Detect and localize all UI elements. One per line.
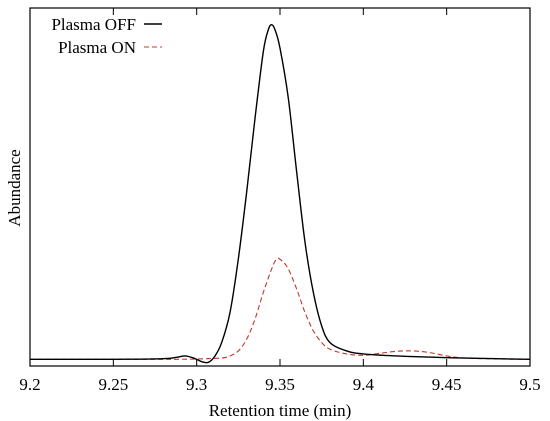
legend: Plasma OFF Plasma ON xyxy=(51,15,162,57)
series-line-plasma-off xyxy=(29,24,531,364)
series-line-plasma-on xyxy=(29,257,531,360)
plot-frame xyxy=(29,7,531,367)
y-axis-title: Abundance xyxy=(5,149,24,226)
x-tick-label-9-4: 9.4 xyxy=(353,375,375,394)
legend-label-plasma-off: Plasma OFF xyxy=(51,15,136,34)
legend-label-plasma-on: Plasma ON xyxy=(58,38,136,57)
x-tick-label-9-35: 9.35 xyxy=(265,375,295,394)
series-layer xyxy=(29,24,531,364)
x-tick-label-9-25: 9.25 xyxy=(98,375,128,394)
x-tick-label-9-2: 9.2 xyxy=(19,375,40,394)
x-tick-label-9-45: 9.45 xyxy=(432,375,462,394)
x-axis-ticks: 9.2 9.25 9.3 9.35 9.4 9.45 9.5 xyxy=(19,8,541,394)
x-axis-title: Retention time (min) xyxy=(209,401,352,420)
x-tick-label-9-5: 9.5 xyxy=(519,375,540,394)
x-tick-label-9-3: 9.3 xyxy=(186,375,207,394)
